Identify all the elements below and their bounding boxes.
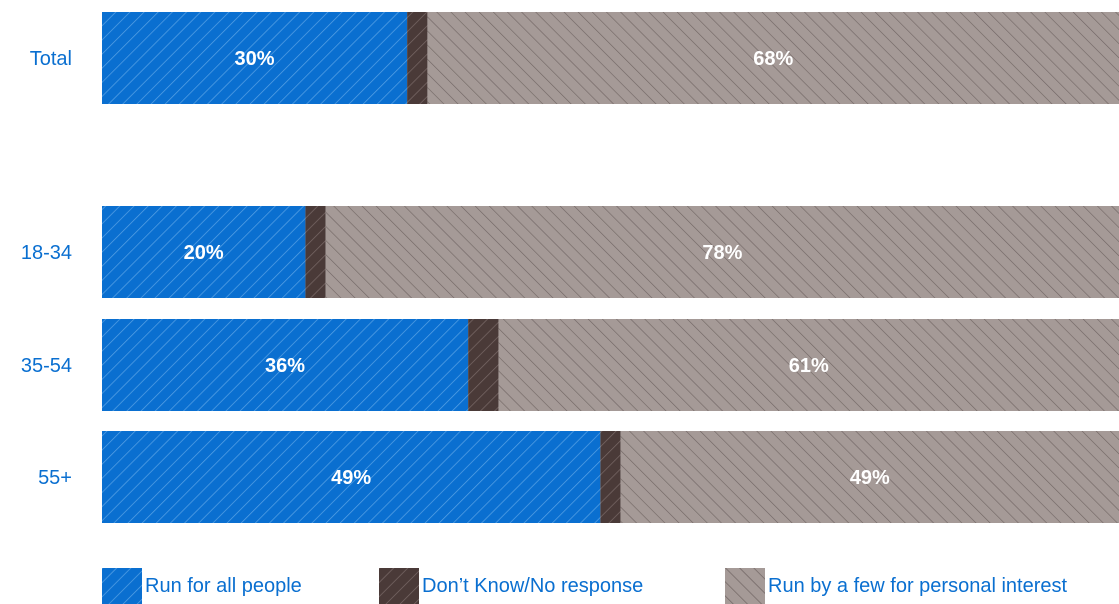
stacked-bar-chart: Total 30% 68% 18-34 20% 78% 35-54 36% 61% 55+ 49% 4… xyxy=(21,12,1119,523)
category-label-18-34: 18-34 xyxy=(21,242,72,264)
data-label-total-s2: 68% xyxy=(753,48,793,70)
legend-swatch-1 xyxy=(379,568,419,604)
legend-item-1: Don’t Know/No response xyxy=(379,568,643,604)
legend-item-0: Run for all people xyxy=(102,568,302,604)
data-label-35-54-s2: 61% xyxy=(789,355,829,377)
category-label-35-54: 35-54 xyxy=(21,355,72,377)
data-label-35-54-s0: 36% xyxy=(265,355,305,377)
bar-segment-55-s0 xyxy=(102,431,601,523)
bar-segment-55-s2 xyxy=(620,431,1119,523)
bar-segment-35-54-s2 xyxy=(498,319,1119,411)
data-label-total-s0: 30% xyxy=(235,48,275,70)
data-label-55-s2: 49% xyxy=(850,467,890,489)
bar-segment-total-s2 xyxy=(427,12,1119,104)
category-label-total: Total xyxy=(30,48,72,70)
category-label-55: 55+ xyxy=(38,467,72,489)
bar-segment-total-s0 xyxy=(102,12,408,104)
bar-segment-35-54-s1 xyxy=(468,319,499,411)
legend-swatch-2 xyxy=(725,568,765,604)
bar-segment-35-54-s0 xyxy=(102,319,469,411)
bars-group: Total 30% 68% 18-34 20% 78% 35-54 36% 61% 55+ 49% 4… xyxy=(21,12,1119,523)
bar-segment-18-34-s1 xyxy=(305,206,326,298)
legend-label-0: Run for all people xyxy=(145,574,302,597)
legend-swatch-0 xyxy=(102,568,142,604)
data-label-55-s0: 49% xyxy=(331,467,371,489)
legend-item-2: Run by a few for personal interest xyxy=(725,568,1067,604)
legend-label-1: Don’t Know/No response xyxy=(422,574,644,597)
data-label-18-34-s2: 78% xyxy=(702,242,742,264)
data-label-18-34-s0: 20% xyxy=(184,242,224,264)
bar-segment-total-s1 xyxy=(407,12,428,104)
legend-label-2: Run by a few for personal interest xyxy=(768,574,1068,597)
bar-segment-18-34-s2 xyxy=(325,206,1119,298)
bar-segment-55-s1 xyxy=(600,431,621,523)
legend: Run for all people Don’t Know/No response… xyxy=(0,568,1119,604)
bar-segment-18-34-s0 xyxy=(102,206,306,298)
